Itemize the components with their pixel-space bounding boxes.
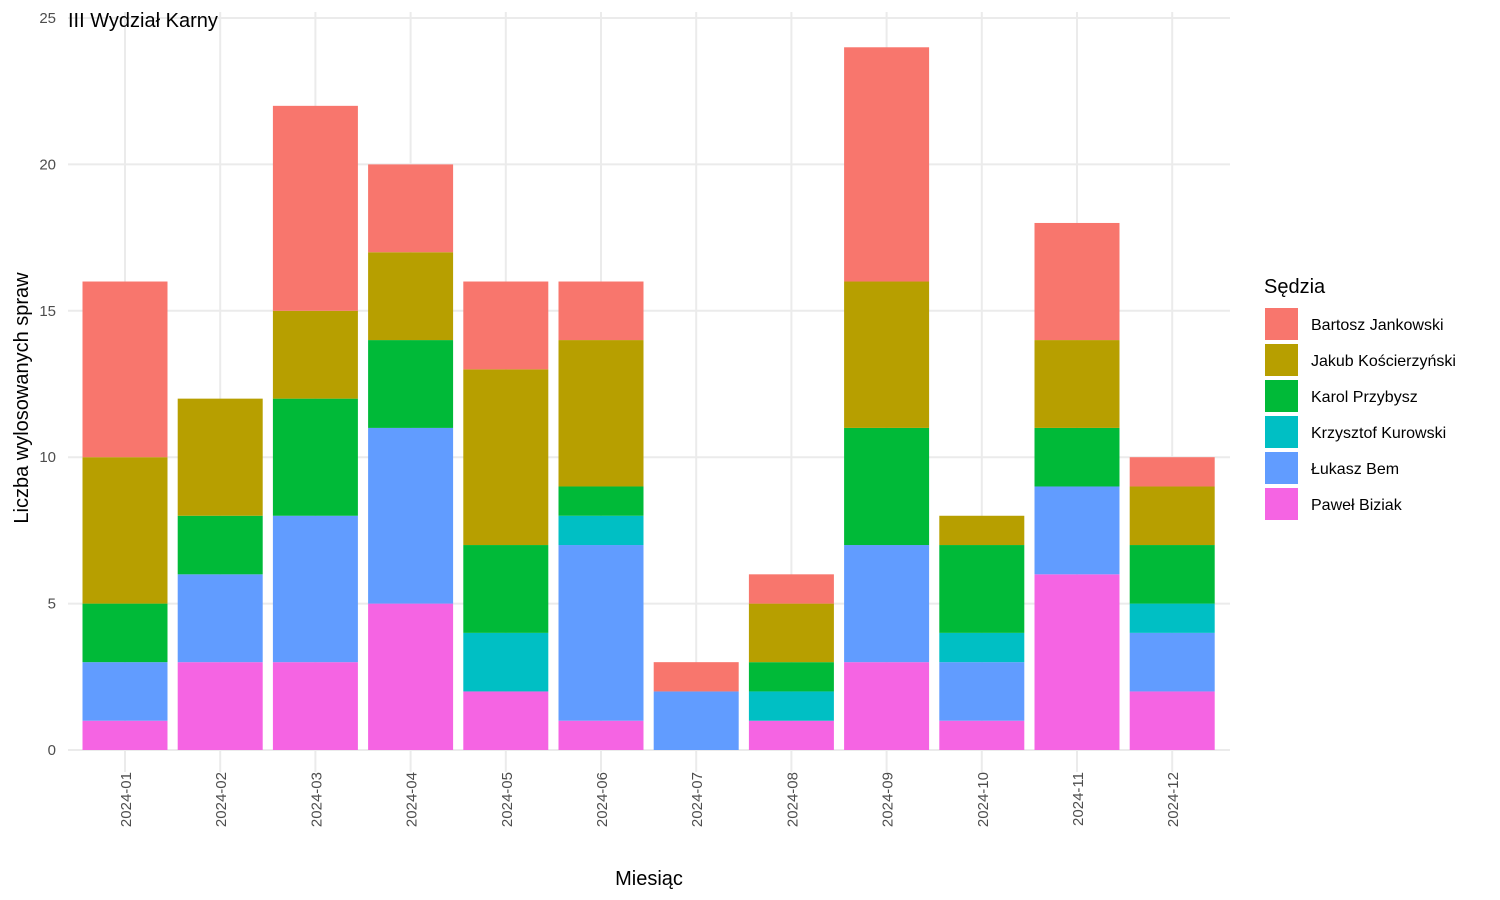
legend-title: Sędzia [1264,276,1326,298]
x-tick-label: 2024-10 [975,772,992,827]
bar-segment [1129,632,1215,692]
bar-segment [1034,486,1120,575]
bar-segment [177,515,263,575]
bar-segment [463,369,549,546]
bar-segment [748,662,834,692]
bar-segment [1129,691,1215,750]
bar-segment [748,691,834,721]
chart-title: III Wydział Karny [68,10,218,32]
bar-segment [1129,545,1215,604]
bar-segment [463,632,549,692]
bar-segment [558,720,644,750]
bar-segment [272,662,358,750]
legend-swatch [1265,308,1298,340]
bar-segment [844,281,930,428]
bar-segment [272,398,358,516]
y-tick-label: 25 [39,10,56,27]
bar-segment [558,515,644,546]
bar-segment [558,340,644,487]
y-tick-label: 0 [48,742,56,759]
bar-segment [272,515,358,663]
bar-segment [1129,603,1215,633]
x-tick-label: 2024-02 [213,772,230,827]
legend-label: Łukasz Bem [1311,461,1399,478]
legend-label: Bartosz Jankowski [1311,317,1444,334]
y-tick-label: 15 [39,303,56,320]
bar-segment [748,603,834,663]
bar-segment [844,662,930,750]
legend-label: Krzysztof Kurowski [1311,425,1446,442]
bar-segment [1129,457,1215,487]
bar-segment [82,662,168,721]
legend-swatch [1265,452,1298,484]
bar-segment [272,105,358,311]
x-tick-label: 2024-12 [1165,772,1182,827]
x-axis-title: Miesiąc [615,868,683,890]
bar-segment [939,662,1025,721]
bar-segment [463,691,549,750]
bar-segment [1034,574,1120,750]
legend-items: Bartosz Jankowski Jakub Kościerzyński Karo… [1265,308,1456,520]
bars [82,47,1215,750]
bar-segment [748,574,834,604]
x-tick-label: 2024-08 [784,772,801,827]
bar-segment [177,574,263,663]
bar-segment [844,427,930,546]
bar-segment [82,720,168,750]
x-tick-label: 2024-04 [404,772,421,827]
bar-segment [463,545,549,633]
legend-label: Jakub Kościerzyński [1311,353,1456,370]
x-tick-label: 2024-07 [689,772,706,827]
x-tick-label: 2024-11 [1070,772,1087,826]
x-tick-label: 2024-03 [308,772,325,827]
y-axis-title: Liczba wylosowanych spraw [11,272,33,524]
bar-segment [1034,222,1120,341]
bar-segment [939,720,1025,750]
bar-segment [368,603,454,750]
bar-segment [82,281,168,458]
bar-segment [558,281,644,341]
x-axis-ticks: 2024-01 2024-02 2024-03 2024-04 2024-05 2024-… [118,772,1182,827]
bar-segment [844,545,930,663]
bar-segment [844,47,930,282]
legend-swatch [1265,344,1298,376]
y-tick-label: 20 [39,156,56,173]
bar-segment [82,603,168,663]
bar-segment [1034,427,1120,487]
y-axis-ticks: 0 5 10 15 20 25 [39,10,56,759]
bar-segment [1034,340,1120,428]
x-tick-label: 2024-09 [880,772,897,827]
bar-segment [939,632,1025,663]
legend-swatch [1265,488,1298,520]
legend-swatch [1265,416,1298,448]
bar-segment [939,515,1025,546]
bar-segment [368,164,454,253]
bar-segment [463,281,549,370]
bar-segment [272,310,358,399]
x-tick-label: 2024-05 [499,772,516,827]
legend-swatch [1265,380,1298,412]
bar-segment [1129,486,1215,546]
x-tick-label: 2024-01 [118,772,135,827]
bar-segment [368,427,454,604]
bar-segment [368,340,454,428]
bar-segment [939,545,1025,633]
bar-segment [558,545,644,721]
bar-segment [177,398,263,516]
y-tick-label: 10 [39,449,56,466]
bar-segment [82,457,168,604]
legend-label: Karol Przybysz [1311,389,1418,406]
bar-segment [558,486,644,516]
x-tick-label: 2024-06 [594,772,611,827]
bar-segment [653,662,739,692]
bar-segment [748,720,834,750]
y-tick-label: 5 [48,596,56,613]
bar-segment [177,662,263,750]
bar-segment [368,252,454,341]
legend-label: Paweł Biziak [1311,497,1403,514]
legend: Sędzia Bartosz Jankowski Jakub Kościerzyń… [1264,276,1456,520]
bar-segment [653,691,739,750]
